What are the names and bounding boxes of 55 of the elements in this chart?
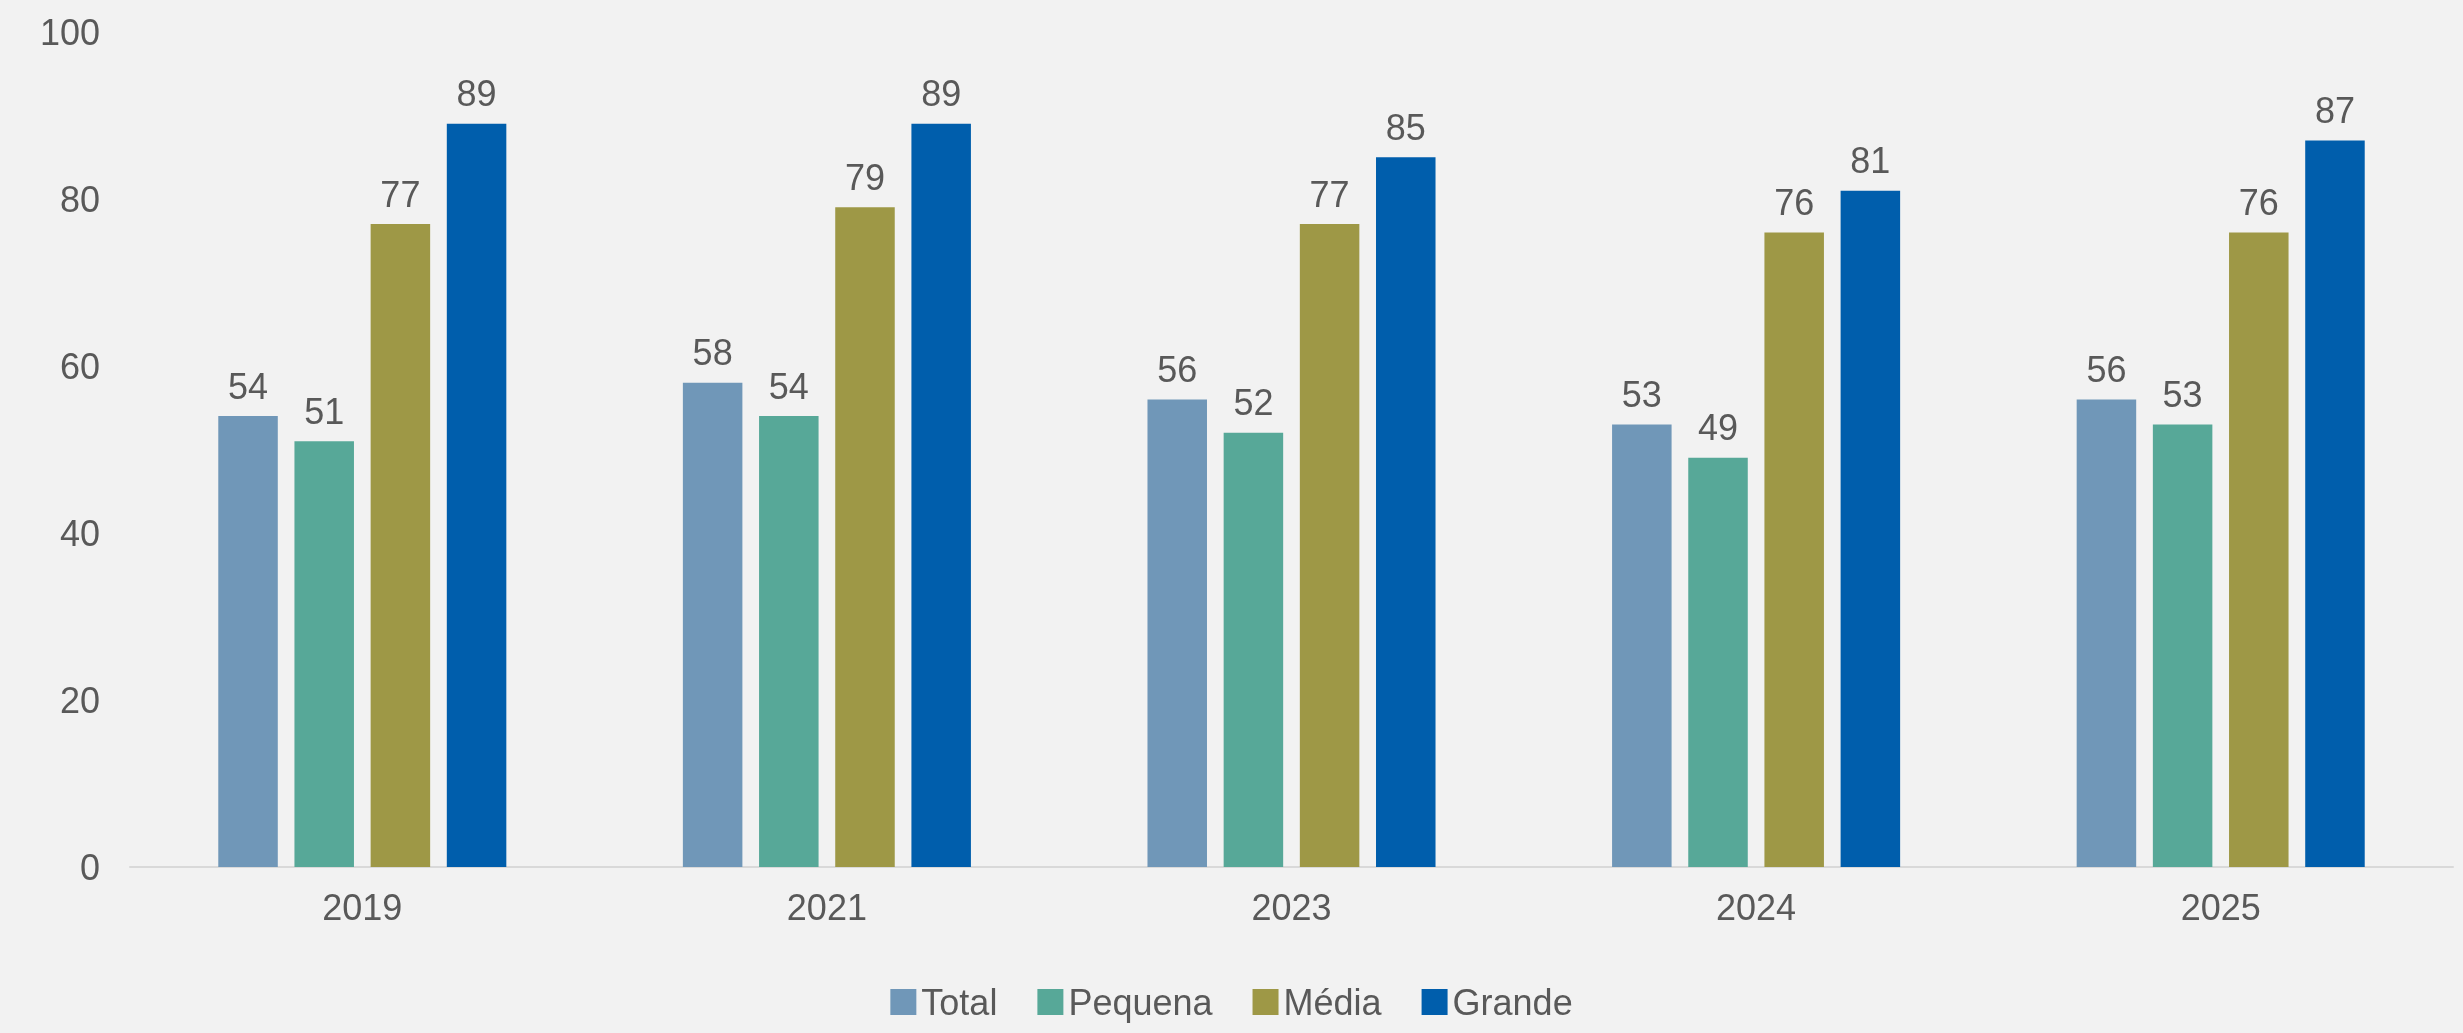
data-label: 52 [1233, 382, 1274, 424]
y-tick-label: 20 [59, 679, 100, 721]
x-tick-label: 2024 [1716, 886, 1797, 928]
y-tick-label: 100 [39, 11, 100, 53]
data-label: 79 [844, 156, 886, 198]
data-label: 53 [2162, 373, 2203, 415]
data-label: 85 [1385, 106, 1426, 148]
data-label: 58 [692, 332, 733, 374]
y-tick-label: 60 [59, 345, 100, 387]
bar [446, 123, 507, 867]
bar [370, 224, 431, 867]
data-label: 87 [2314, 90, 2355, 132]
bar [218, 416, 278, 867]
data-label: 56 [1157, 348, 1198, 390]
data-label: 54 [768, 365, 809, 407]
bar [1223, 432, 1284, 867]
bar [2305, 140, 2365, 867]
legend-label: Total [921, 981, 998, 1023]
bar [1147, 399, 1207, 867]
data-label: 49 [1697, 407, 1739, 449]
data-label: 89 [921, 73, 962, 115]
legend-label: Média [1283, 981, 1383, 1023]
data-label: 76 [1774, 181, 1815, 223]
bar [294, 441, 354, 867]
bar [1840, 190, 1901, 867]
data-label: 51 [304, 390, 345, 432]
bar [2229, 232, 2289, 867]
bar [2152, 424, 2213, 867]
bar [835, 207, 895, 867]
bar [1376, 157, 1436, 867]
x-tick-label: 2019 [322, 886, 403, 928]
bar [1299, 224, 1360, 867]
bar [1764, 232, 1824, 867]
x-tick-label: 2025 [2180, 886, 2261, 928]
legend-label: Grande [1452, 981, 1573, 1023]
bar [1612, 424, 1672, 867]
data-label: 53 [1621, 373, 1662, 415]
data-label: 81 [1850, 140, 1891, 182]
data-label: 54 [228, 365, 269, 407]
data-label: 76 [2238, 181, 2279, 223]
x-tick-label: 2023 [1251, 886, 1332, 928]
bar [2076, 399, 2137, 867]
x-tick-label: 2021 [786, 886, 867, 928]
data-label: 89 [456, 73, 497, 115]
bar [911, 123, 971, 867]
y-tick-label: 0 [79, 846, 100, 888]
bar [759, 416, 819, 867]
y-tick-label: 40 [59, 512, 100, 554]
data-label: 77 [1309, 173, 1350, 215]
y-tick-label: 80 [59, 178, 100, 220]
bar [682, 382, 743, 867]
data-label: 77 [380, 173, 421, 215]
legend-label: Pequena [1068, 981, 1214, 1023]
data-label: 56 [2086, 348, 2127, 390]
bar [1688, 457, 1748, 867]
